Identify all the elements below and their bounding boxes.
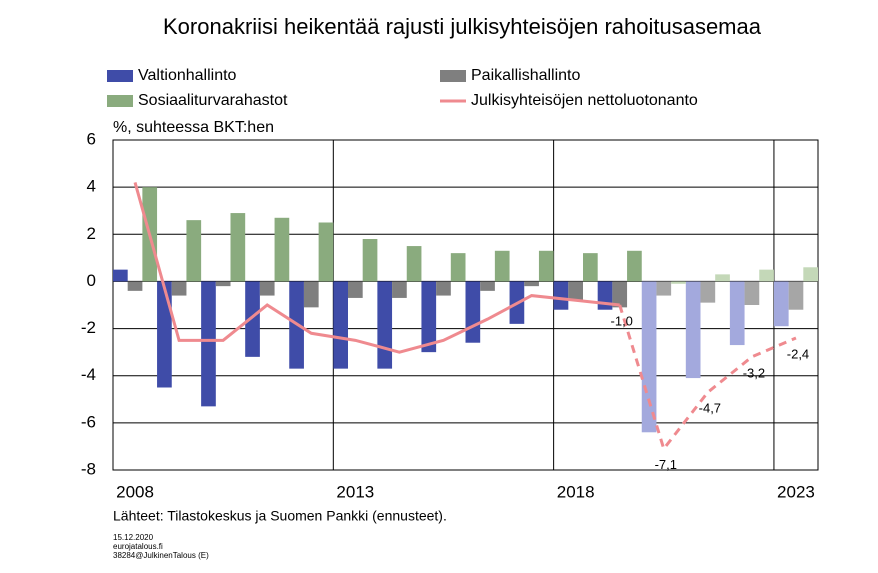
bar — [333, 281, 348, 369]
legend-label: Sosiaaliturvarahastot — [138, 92, 288, 109]
legend-label: Paikallishallinto — [471, 67, 580, 84]
y-tick-label: -4 — [81, 365, 96, 384]
footnote: 38284@JulkinenTalous (E) — [113, 551, 209, 560]
legend-swatch — [440, 70, 466, 82]
bar — [744, 281, 760, 305]
data-label: -2,4 — [787, 346, 809, 361]
source: Lähteet: Tilastokeskus ja Suomen Pankki … — [113, 508, 447, 524]
bar — [494, 250, 510, 282]
bar — [406, 246, 422, 282]
x-tick-label: 2023 — [777, 482, 815, 501]
y-tick-label: 4 — [87, 177, 96, 196]
bar — [641, 281, 657, 433]
bar — [715, 274, 730, 282]
legend-label: Valtionhallinto — [138, 67, 237, 84]
data-label: -1,0 — [611, 313, 633, 328]
x-tick-label: 2008 — [116, 482, 154, 501]
bar — [377, 281, 393, 369]
bar — [245, 281, 260, 357]
bar — [627, 250, 642, 282]
bar — [303, 281, 319, 308]
bar — [671, 281, 686, 284]
bar — [392, 281, 407, 298]
line — [133, 182, 620, 354]
bar — [230, 213, 246, 282]
footnote: eurojatalous.fi — [113, 542, 163, 551]
y-tick-label: -2 — [81, 318, 96, 337]
bar — [157, 281, 172, 388]
bar — [656, 281, 672, 296]
bar — [480, 281, 495, 291]
bar — [274, 217, 290, 282]
y-tick-label: 0 — [87, 271, 96, 290]
footnote: 15.12.2020 — [113, 533, 154, 542]
bar — [318, 222, 334, 282]
bar — [259, 281, 275, 296]
x-tick-label: 2018 — [557, 482, 595, 501]
bar — [773, 281, 789, 327]
bar — [421, 281, 437, 353]
y-axis-label: %, suhteessa BKT:hen — [113, 119, 274, 136]
bar — [171, 281, 187, 296]
legend-swatch — [107, 70, 133, 82]
bar — [729, 281, 745, 346]
y-tick-label: 2 — [87, 224, 96, 243]
bar — [700, 281, 716, 303]
bar — [362, 239, 378, 282]
bar — [538, 250, 554, 282]
data-label: -3,2 — [743, 365, 765, 380]
bar — [113, 269, 128, 282]
data-label: -7,1 — [655, 457, 677, 472]
y-tick-label: 6 — [87, 129, 96, 148]
bar — [348, 281, 363, 298]
line — [618, 304, 797, 452]
y-tick-label: -8 — [81, 459, 96, 478]
y-tick-label: -6 — [81, 412, 96, 431]
bar — [553, 281, 569, 310]
x-tick-label: 2013 — [336, 482, 374, 501]
plot-border — [112, 139, 819, 471]
bar — [788, 281, 804, 310]
bar — [524, 281, 539, 287]
bar — [803, 267, 818, 282]
legend-label: Julkisyhteisöjen nettoluotonanto — [471, 92, 698, 109]
bar — [127, 281, 143, 291]
bar — [568, 281, 583, 301]
data-label: -4,7 — [699, 401, 721, 416]
bar — [465, 281, 481, 343]
bar — [186, 220, 202, 282]
bar — [759, 269, 774, 282]
legend-swatch — [107, 95, 133, 107]
bar — [450, 253, 466, 282]
bar — [436, 281, 451, 296]
bar — [583, 253, 598, 282]
bar — [685, 281, 701, 379]
bar — [215, 281, 231, 287]
bar — [612, 281, 628, 308]
bar — [201, 281, 216, 407]
chart-title: Koronakriisi heikentää rajusti julkisyht… — [163, 14, 762, 39]
